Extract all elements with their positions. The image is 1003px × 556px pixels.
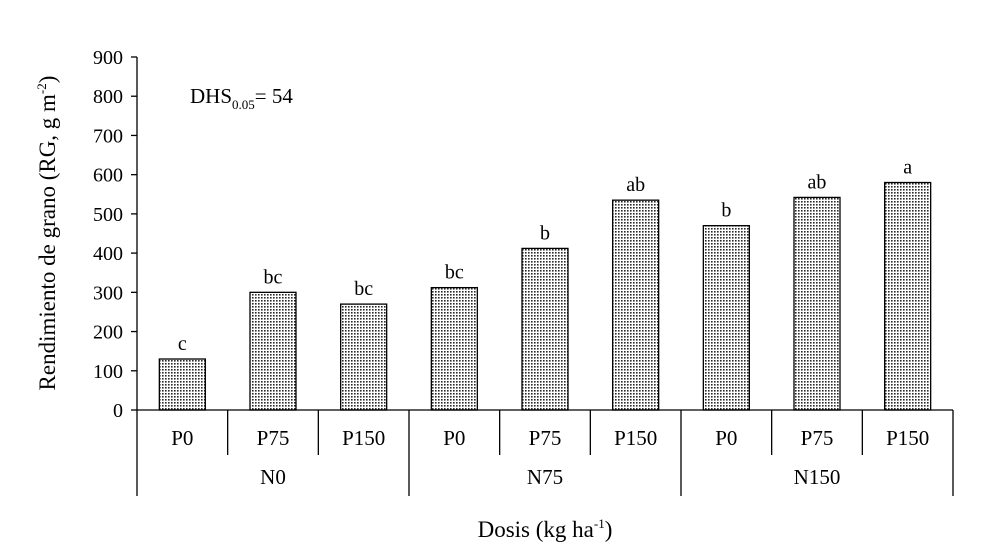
bar [249,291,297,411]
x-category-label: P75 [529,426,562,450]
x-group-label: N150 [794,465,841,489]
y-axis-title-sup: -2 [34,83,49,94]
bar-significance-label: bc [354,278,373,300]
x-axis-title-end: ) [605,517,613,542]
y-tick-label: 0 [113,400,123,422]
x-axis-title-sup: -1 [594,516,605,531]
bar [884,181,932,411]
bar-significance-label: bc [445,262,464,284]
x-category-label: P0 [443,426,465,450]
y-axis-title-end: ) [35,76,60,84]
y-tick-label: 100 [93,361,123,383]
x-axis: P0 P75 P150 P0 P75 P150 P0 P75 P150 N0 N75 N150 [136,409,954,496]
y-axis-title-text: Rendimiento de grano (RG, g m [35,94,60,391]
bar [158,358,206,411]
x-category-label: P150 [342,426,385,450]
y-tick-label: 500 [93,204,123,226]
bar [793,196,841,411]
annotation-rest: = 54 [255,84,294,108]
y-tick-label: 900 [93,47,123,69]
x-category-label: P75 [801,426,834,450]
x-category-label: P75 [257,426,290,450]
bar [430,286,478,411]
annotation-subscript: 0.05 [232,97,255,112]
y-tick-label: 200 [93,322,123,344]
x-category-label: P150 [614,426,657,450]
x-category-label: P150 [886,426,929,450]
y-axis: 0 100 200 300 400 500 600 700 800 900 [93,47,138,422]
bar [340,303,388,411]
annotation-main: DHS [190,84,232,108]
significance-annotation: DHS0.05= 54 [190,84,293,112]
bar [702,225,750,411]
bar-significance-label: ab [626,174,645,196]
bar-significance-label: bc [264,266,283,288]
x-category-label: P0 [171,426,193,450]
x-group-label: N0 [260,465,286,489]
y-tick-label: 300 [93,282,123,304]
y-tick-label: 600 [93,165,123,187]
bar [612,199,660,411]
y-tick-label: 400 [93,243,123,265]
y-tick-label: 700 [93,125,123,147]
bar-significance-label: c [178,333,187,355]
bar-significance-label: b [721,200,731,222]
y-tick-label: 800 [93,86,123,108]
bars: c bc bc bc b ab b ab a [158,157,932,411]
x-category-label: P0 [715,426,737,450]
bar-significance-label: a [903,157,912,179]
x-group-label: N75 [527,465,563,489]
x-axis-title: Dosis (kg ha-1) [478,516,613,542]
x-axis-title-text: Dosis (kg ha [478,517,594,542]
bar-significance-label: b [540,222,550,244]
y-axis-title: Rendimiento de grano (RG, g m-2) [34,76,60,391]
bar-significance-label: ab [808,171,827,193]
bar [521,247,569,411]
